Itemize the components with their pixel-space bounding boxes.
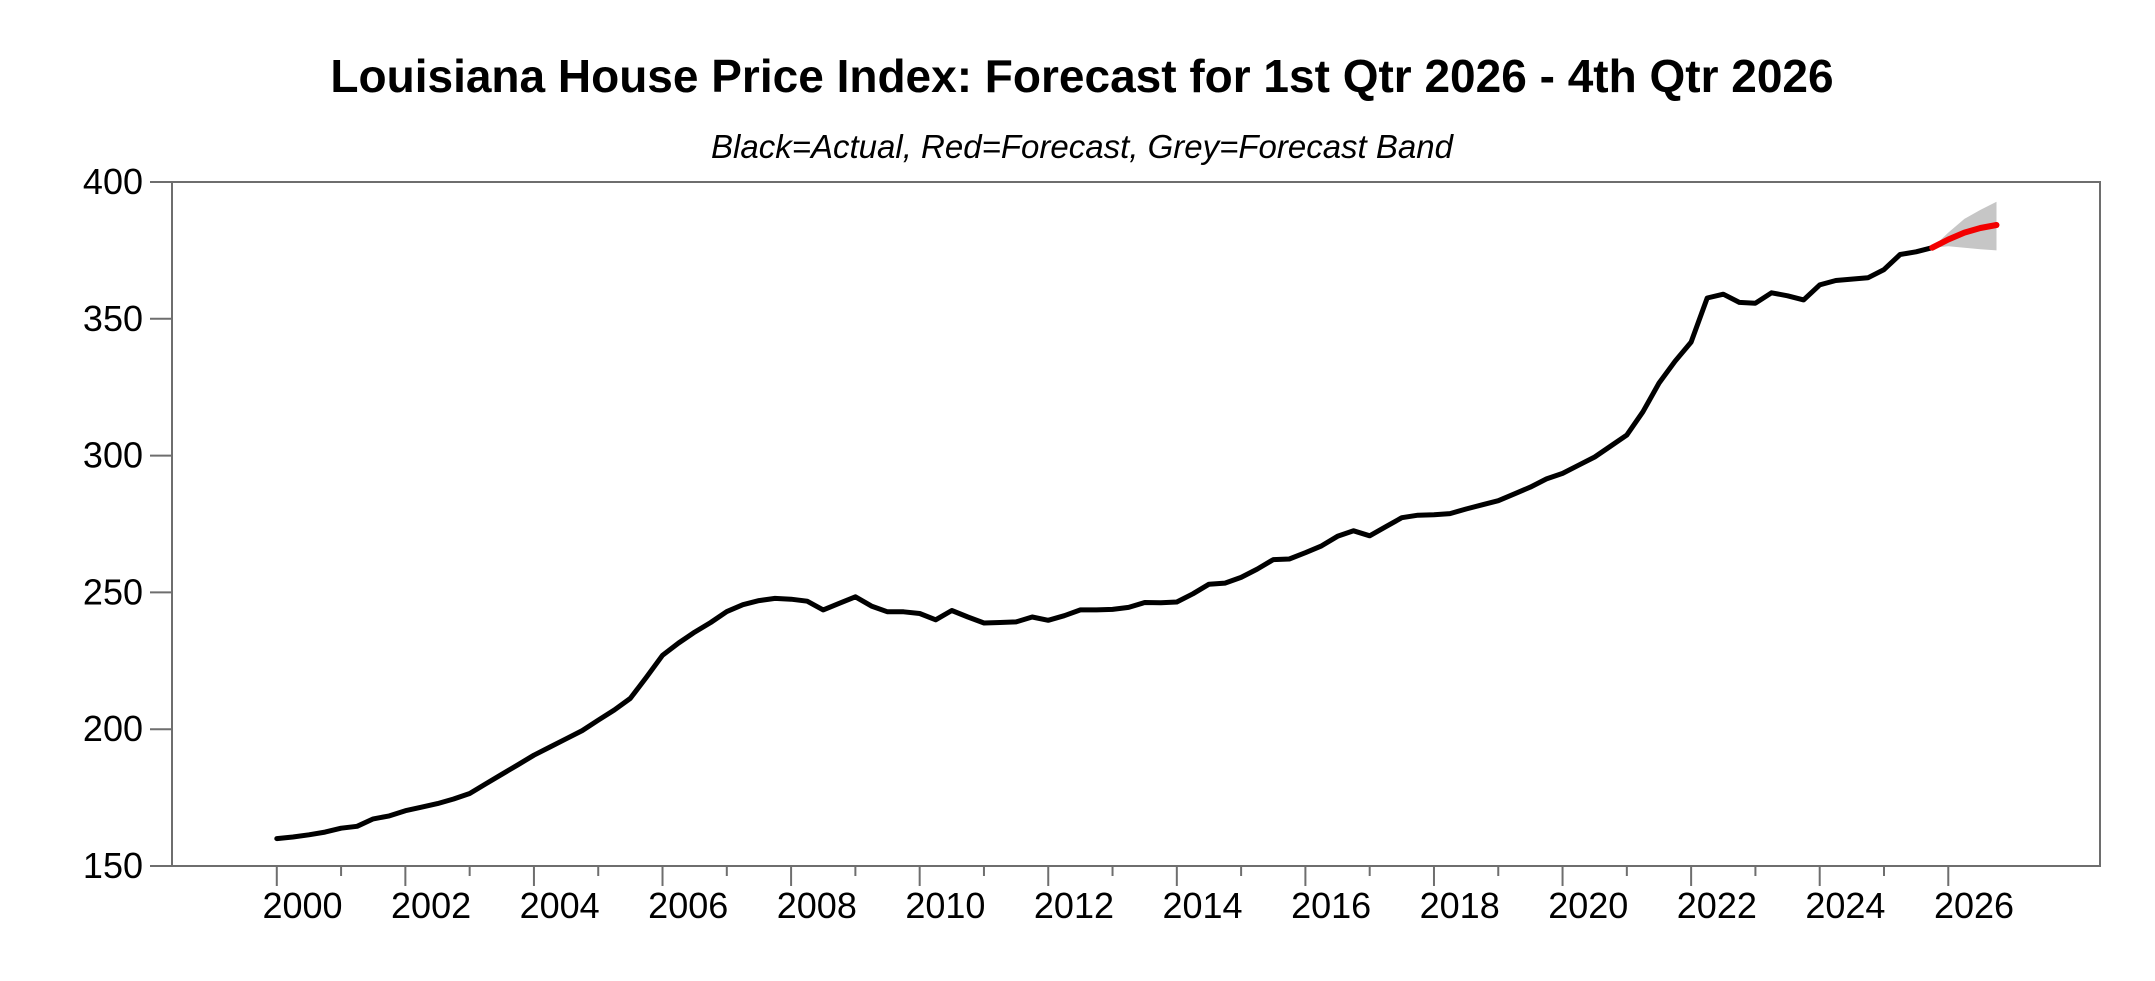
plot-border <box>171 181 2101 867</box>
forecast-series-line <box>1929 222 2000 251</box>
y-axis-tick-label: 350 <box>83 298 143 339</box>
y-axis-tick-label: 200 <box>83 708 143 749</box>
plot-area: 150 200 250 300 350 400 2000 2002 2004 2006 2008 20… <box>83 161 2101 926</box>
x-axis-tick-label: 2024 <box>1805 885 1885 926</box>
x-axis-tick-label: 2014 <box>1162 885 1242 926</box>
x-axis-tick-label: 2022 <box>1677 885 1757 926</box>
chart-title: Louisiana House Price Index: Forecast fo… <box>330 50 1833 102</box>
chart-subtitle: Black=Actual, Red=Forecast, Grey=Forecas… <box>711 128 1455 165</box>
x-axis-tick-label: 2002 <box>391 885 471 926</box>
x-axis-tick-label: 2020 <box>1548 885 1628 926</box>
actual-series-line <box>274 245 1935 842</box>
x-axis-tick-label: 2006 <box>648 885 728 926</box>
y-axis-tick-label: 150 <box>83 845 143 886</box>
x-axis-tick-label: 2008 <box>777 885 857 926</box>
y-axis-tick-label: 250 <box>83 571 143 612</box>
x-axis-tick-label: 2018 <box>1420 885 1500 926</box>
x-axis-tick-label: 2000 <box>262 885 342 926</box>
x-axis-tick-label: 2010 <box>905 885 985 926</box>
x-axis-tick-label: 2016 <box>1291 885 1371 926</box>
x-axis-tick-label: 2004 <box>520 885 600 926</box>
y-axis-tick-label: 300 <box>83 435 143 476</box>
y-axis-tick-label: 400 <box>83 161 143 202</box>
x-axis-tick-label: 2026 <box>1934 885 2014 926</box>
x-axis-tick-label: 2012 <box>1034 885 1114 926</box>
